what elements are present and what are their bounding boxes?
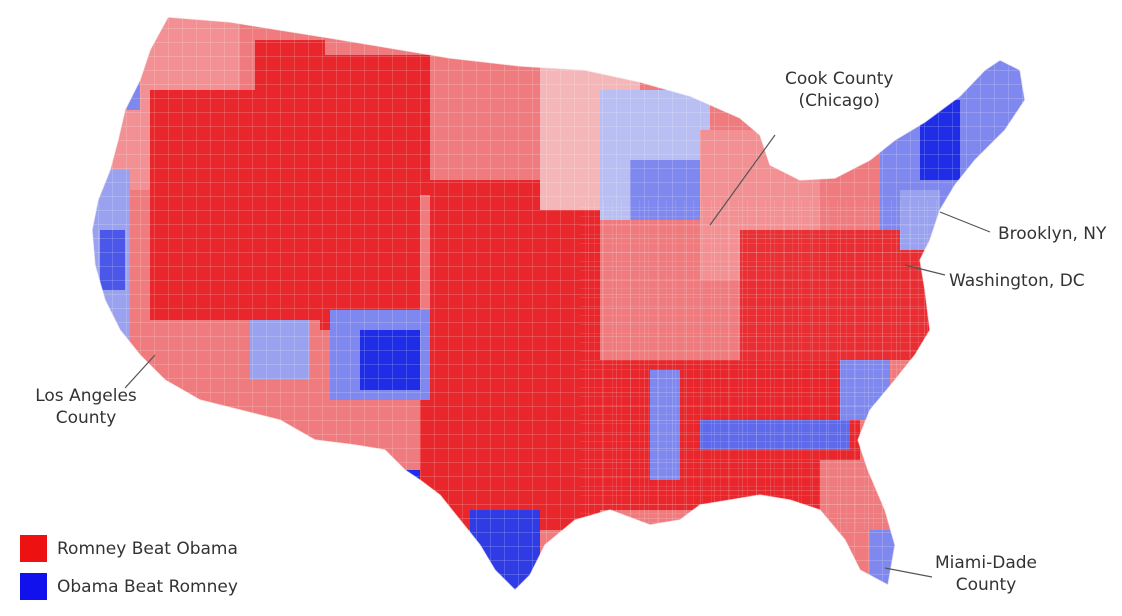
cook-county-label: Cook County (Chicago) — [785, 68, 893, 112]
miami-dade-label: Miami-Dade County — [935, 552, 1037, 596]
legend: Romney Beat Obama Obama Beat Romney — [20, 535, 238, 611]
washington-leader-line — [904, 264, 946, 276]
los-angeles-line1: Los Angeles — [35, 386, 137, 406]
brooklyn-label: Brooklyn, NY — [998, 223, 1106, 245]
cook-leader-line — [709, 134, 776, 226]
cook-county-line1: Cook County — [785, 69, 894, 89]
cook-county-line2: (Chicago) — [798, 91, 881, 111]
callout-lines — [124, 134, 991, 578]
miami-leader-line — [884, 567, 933, 578]
romney-swatch — [20, 535, 47, 562]
la-leader-line — [124, 354, 156, 389]
romney-legend-label: Romney Beat Obama — [57, 538, 238, 559]
los-angeles-line2: County — [55, 408, 117, 428]
los-angeles-label: Los Angeles County — [30, 385, 142, 429]
brooklyn-line1: Brooklyn, NY — [998, 224, 1107, 244]
washington-label: Washington, DC — [949, 270, 1085, 292]
miami-dade-line2: County — [955, 575, 1017, 595]
miami-dade-line1: Miami-Dade — [935, 553, 1037, 573]
brooklyn-leader-line — [939, 211, 991, 233]
washington-line1: Washington, DC — [949, 271, 1085, 291]
obama-swatch — [20, 573, 47, 600]
legend-item-obama: Obama Beat Romney — [20, 573, 238, 600]
legend-item-romney: Romney Beat Obama — [20, 535, 238, 562]
obama-legend-label: Obama Beat Romney — [57, 576, 238, 597]
